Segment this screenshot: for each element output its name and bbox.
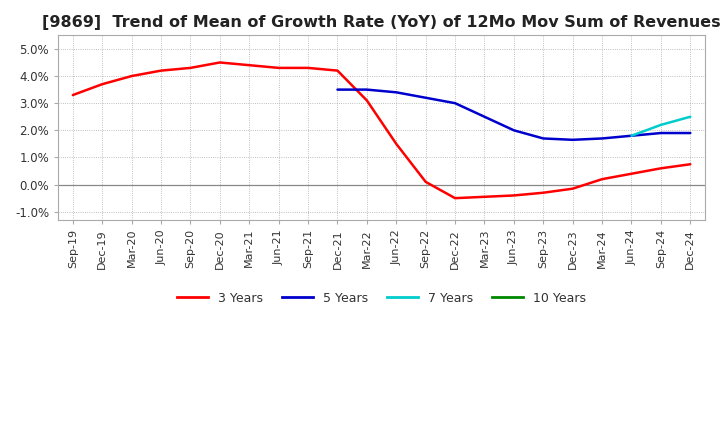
5 Years	[333, 87, 342, 92]
7 Years	[627, 133, 636, 139]
5 Years	[392, 90, 400, 95]
3 Years	[598, 176, 606, 182]
3 Years	[686, 161, 695, 167]
3 Years	[186, 65, 195, 70]
Legend: 3 Years, 5 Years, 7 Years, 10 Years: 3 Years, 5 Years, 7 Years, 10 Years	[172, 286, 591, 310]
5 Years	[363, 87, 372, 92]
5 Years	[657, 130, 665, 136]
3 Years	[363, 98, 372, 103]
3 Years	[304, 65, 312, 70]
5 Years	[539, 136, 548, 141]
3 Years	[451, 195, 459, 201]
Line: 7 Years: 7 Years	[631, 117, 690, 136]
3 Years	[568, 186, 577, 191]
7 Years	[686, 114, 695, 119]
5 Years	[598, 136, 606, 141]
5 Years	[510, 128, 518, 133]
3 Years	[68, 92, 77, 98]
Title: [9869]  Trend of Mean of Growth Rate (YoY) of 12Mo Mov Sum of Revenues: [9869] Trend of Mean of Growth Rate (YoY…	[42, 15, 720, 30]
3 Years	[98, 81, 107, 87]
3 Years	[510, 193, 518, 198]
3 Years	[421, 179, 430, 184]
3 Years	[539, 190, 548, 195]
5 Years	[568, 137, 577, 143]
3 Years	[392, 141, 400, 147]
5 Years	[480, 114, 489, 119]
5 Years	[421, 95, 430, 100]
3 Years	[627, 171, 636, 176]
7 Years	[657, 122, 665, 128]
5 Years	[627, 133, 636, 139]
3 Years	[127, 73, 136, 79]
5 Years	[686, 130, 695, 136]
3 Years	[480, 194, 489, 199]
5 Years	[451, 100, 459, 106]
3 Years	[245, 62, 253, 68]
Line: 5 Years: 5 Years	[338, 90, 690, 140]
3 Years	[333, 68, 342, 73]
Line: 3 Years: 3 Years	[73, 62, 690, 198]
3 Years	[274, 65, 283, 70]
3 Years	[657, 166, 665, 171]
3 Years	[215, 60, 224, 65]
3 Years	[157, 68, 166, 73]
